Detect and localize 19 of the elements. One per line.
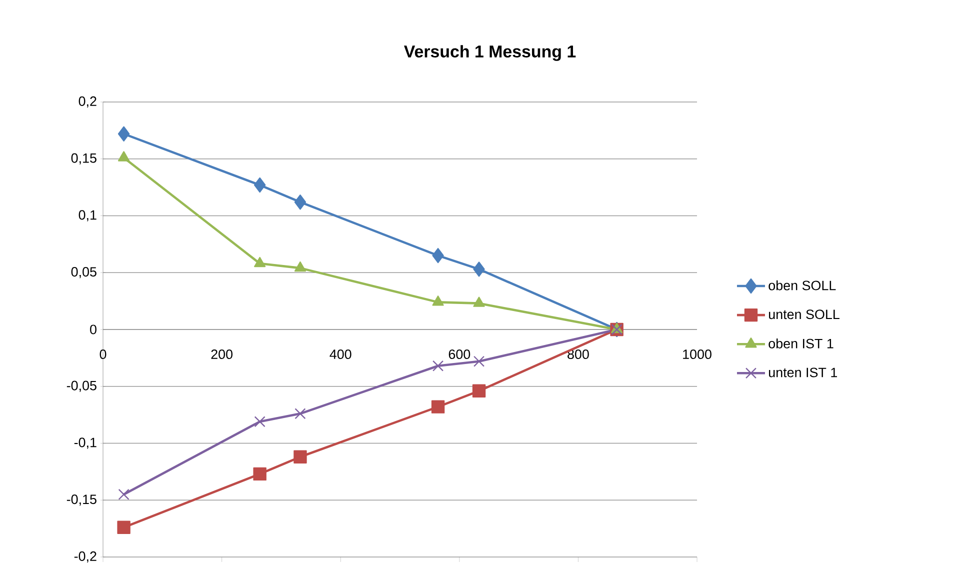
y-tick-label: -0,15 bbox=[66, 494, 96, 506]
y-tick-label: 0 bbox=[90, 324, 96, 334]
y-tick-label: 0,15 bbox=[71, 153, 96, 164]
legend-label: unten SOLL bbox=[769, 310, 840, 320]
y-tick-label: -0,05 bbox=[66, 380, 96, 392]
y-tick-label: 0,05 bbox=[71, 267, 96, 278]
x-tick-label: 200 bbox=[211, 350, 232, 360]
x-tick-label: 1000 bbox=[683, 350, 712, 360]
x-tick-label: 600 bbox=[448, 350, 470, 360]
legend-label: oben IST 1 bbox=[768, 338, 834, 348]
chart-title: Versuch 1 Messung 1 bbox=[404, 45, 576, 61]
x-tick-label: 0 bbox=[100, 350, 106, 360]
legend-label: unten IST 1 bbox=[769, 368, 837, 378]
y-tick-label: -0,2 bbox=[74, 551, 96, 563]
y-tick-label: 0,2 bbox=[78, 96, 96, 108]
y-tick-label: 0,1 bbox=[78, 210, 96, 222]
x-tick-label: 400 bbox=[330, 350, 352, 360]
y-tick-label: -0,1 bbox=[74, 438, 96, 449]
legend-label: oben SOLL bbox=[768, 280, 836, 290]
